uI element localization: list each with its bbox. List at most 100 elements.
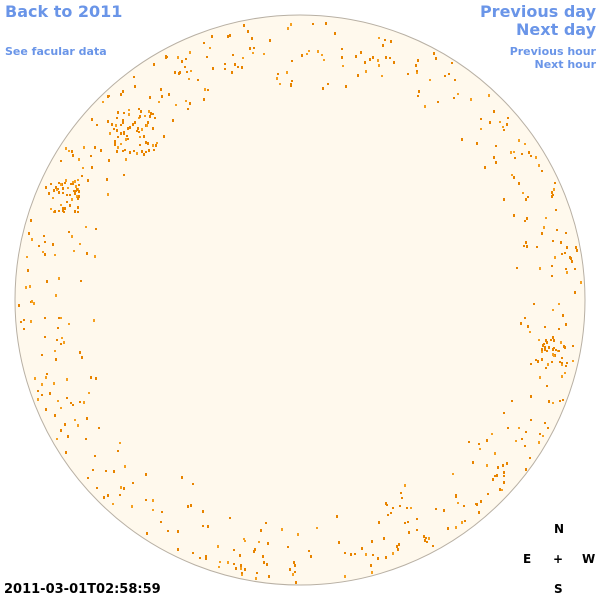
facula	[119, 442, 121, 444]
facula	[136, 130, 138, 132]
facula	[109, 132, 111, 135]
facula	[437, 101, 439, 103]
facula	[58, 182, 60, 184]
facula	[75, 185, 77, 188]
facula	[389, 57, 391, 59]
facula	[506, 123, 508, 126]
facula	[141, 150, 143, 153]
facula	[486, 464, 488, 467]
facula	[527, 325, 529, 328]
facula	[64, 207, 66, 210]
facula	[541, 348, 543, 351]
facula	[463, 505, 465, 507]
facula	[539, 267, 541, 270]
facula	[547, 427, 549, 429]
facula	[566, 271, 568, 274]
facula	[390, 512, 392, 514]
facula	[243, 538, 245, 540]
facula	[154, 117, 156, 119]
facula	[120, 143, 122, 145]
facula	[137, 127, 139, 130]
facula	[545, 339, 547, 342]
facula	[564, 346, 566, 349]
facula	[70, 402, 72, 404]
facula	[140, 110, 142, 113]
facula	[487, 493, 489, 495]
facula	[106, 178, 108, 181]
facula	[91, 118, 93, 121]
facula	[552, 309, 554, 311]
facula	[73, 250, 75, 252]
facula	[417, 59, 419, 62]
facula	[71, 198, 73, 201]
facula	[100, 149, 102, 152]
facula	[541, 232, 543, 235]
facula	[113, 128, 115, 130]
facula	[570, 257, 572, 260]
facula	[536, 246, 538, 248]
facula	[572, 360, 574, 362]
back-link[interactable]: Back to 2011	[5, 2, 123, 21]
facula	[418, 90, 420, 93]
facula	[544, 348, 546, 351]
facula	[138, 131, 140, 133]
facula	[553, 339, 555, 342]
facula	[393, 61, 395, 64]
facula	[62, 192, 64, 194]
facula	[308, 550, 310, 552]
facula	[127, 127, 129, 130]
facula	[28, 232, 30, 235]
facula	[435, 508, 437, 510]
facula	[478, 443, 480, 445]
facula	[576, 249, 578, 252]
facula	[78, 190, 80, 193]
facula	[294, 564, 296, 567]
facula	[133, 76, 135, 78]
facula	[529, 331, 531, 333]
facula	[398, 543, 400, 546]
facula	[511, 174, 513, 176]
facula	[224, 68, 226, 70]
facular-link[interactable]: See facular data	[5, 45, 107, 58]
facula	[350, 553, 352, 556]
facula	[524, 143, 526, 145]
facula	[553, 347, 555, 349]
facula	[424, 539, 426, 542]
facula	[120, 124, 122, 126]
facula	[503, 198, 505, 201]
facula	[202, 510, 204, 513]
facula	[229, 517, 231, 519]
facula	[535, 359, 537, 361]
facula	[255, 577, 257, 580]
facula	[553, 188, 555, 191]
facula	[31, 238, 33, 241]
facula	[117, 111, 119, 114]
facula	[190, 504, 192, 507]
facula	[416, 518, 418, 520]
facula	[152, 144, 154, 147]
facula	[502, 126, 504, 128]
previous-hour-link[interactable]: Previous hour	[509, 45, 596, 58]
facula	[287, 546, 289, 548]
facula	[527, 196, 529, 198]
facula	[560, 341, 562, 344]
next-day-link[interactable]: Next day	[516, 20, 596, 39]
facula	[503, 481, 505, 484]
facula	[342, 65, 344, 67]
facula	[524, 220, 526, 222]
facula	[177, 56, 179, 59]
facula	[111, 123, 113, 126]
facula	[560, 241, 562, 244]
facula	[316, 527, 318, 529]
previous-day-link[interactable]: Previous day	[479, 2, 596, 21]
facula	[542, 435, 544, 437]
facula	[44, 336, 46, 338]
facula	[453, 97, 455, 99]
facula	[407, 521, 409, 523]
facula	[370, 564, 372, 567]
facula	[60, 183, 62, 186]
facula	[85, 226, 87, 228]
facula	[86, 252, 88, 255]
facula	[521, 153, 523, 155]
next-hour-link[interactable]: Next hour	[534, 58, 597, 71]
